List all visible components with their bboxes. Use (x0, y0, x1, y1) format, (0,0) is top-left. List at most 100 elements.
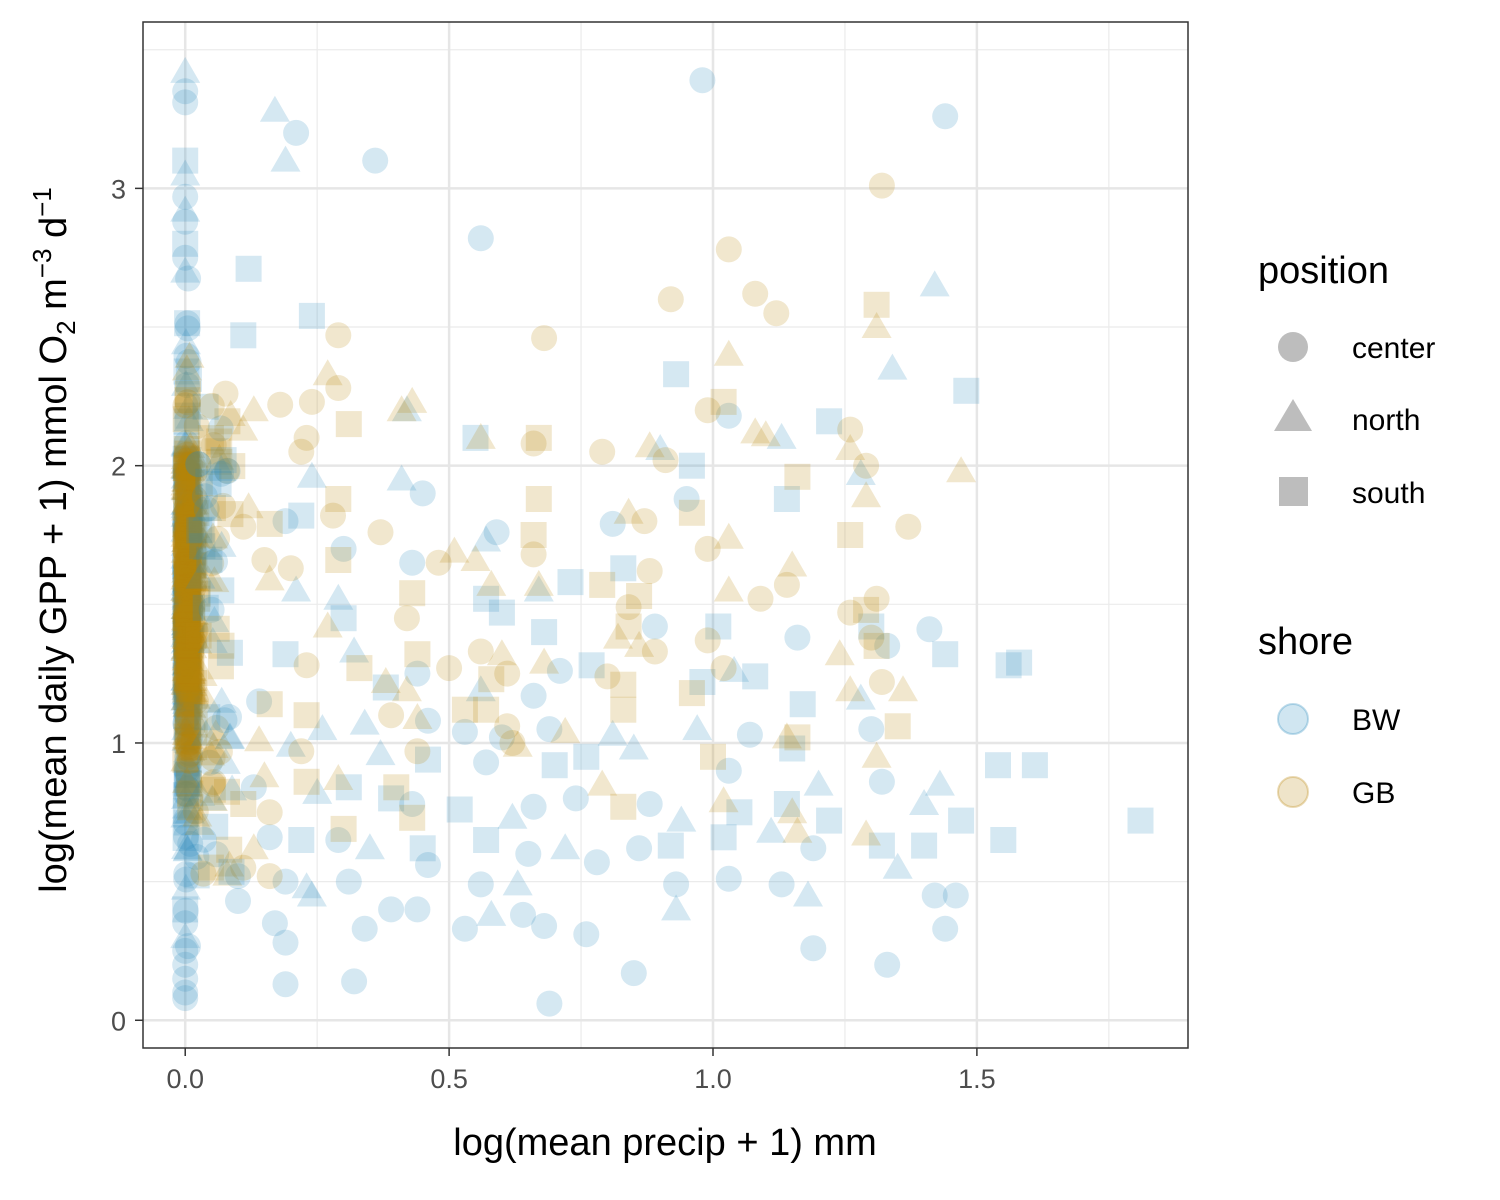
point-gb-north (171, 560, 202, 587)
point-bw-south (172, 230, 199, 257)
point-bw-north (171, 650, 202, 676)
point-gb-south (173, 455, 200, 482)
point-bw-center (172, 517, 199, 544)
point-bw-center (272, 971, 299, 998)
point-bw-center (173, 499, 200, 526)
point-bw-center (185, 451, 212, 477)
point-bw-center (351, 915, 378, 942)
point-gb-north (174, 497, 205, 524)
point-bw-north (172, 465, 202, 492)
point-bw-center (562, 785, 589, 812)
point-bw-center (225, 863, 251, 890)
point-gb-south (197, 425, 224, 452)
point-bw-south (948, 807, 975, 834)
point-bw-center (172, 456, 199, 483)
point-bw-north (666, 805, 697, 832)
point-bw-south (488, 599, 515, 626)
point-gb-center (176, 542, 203, 569)
point-bw-center (172, 244, 199, 271)
point-bw-south (174, 546, 201, 573)
point-bw-north (682, 714, 713, 741)
point-bw-center (175, 508, 202, 535)
point-bw-south (173, 474, 200, 500)
point-gb-south (172, 531, 199, 558)
point-gb-south (173, 489, 200, 516)
point-bw-center (174, 602, 201, 629)
point-gb-south (174, 537, 201, 564)
point-bw-north (170, 429, 201, 456)
point-gb-north (171, 494, 202, 521)
point-gb-south (173, 629, 199, 656)
point-bw-north (173, 405, 204, 432)
point-bw-north (756, 816, 787, 843)
point-bw-center (172, 78, 199, 105)
point-gb-north (171, 622, 202, 649)
point-bw-center (176, 726, 203, 753)
point-gb-center (174, 674, 201, 701)
point-gb-north (171, 465, 202, 492)
point-bw-north (172, 623, 203, 650)
point-bw-center (214, 458, 241, 485)
point-gb-north (173, 446, 204, 473)
point-bw-center (335, 868, 362, 895)
point-gb-south (174, 561, 200, 588)
point-bw-north (365, 739, 396, 766)
point-bw-south (932, 641, 959, 668)
point-gb-south (178, 657, 205, 684)
point-bw-south (173, 616, 200, 643)
point-gb-south (181, 711, 208, 738)
point-gb-center (177, 539, 204, 566)
point-bw-north (192, 533, 223, 560)
point-bw-north (259, 95, 290, 122)
point-gb-north (170, 443, 201, 470)
point-gb-south (173, 530, 200, 557)
point-bw-center (173, 517, 199, 544)
point-bw-north (170, 633, 201, 660)
point-bw-south (175, 517, 202, 544)
point-gb-center (180, 573, 207, 600)
point-gb-north (835, 434, 866, 460)
point-bw-north (197, 784, 228, 811)
point-bw-center (510, 901, 536, 928)
point-gb-north (173, 631, 204, 658)
point-bw-south (174, 463, 200, 490)
point-gb-south (181, 734, 208, 761)
point-bw-south (174, 692, 201, 719)
point-bw-south (173, 584, 200, 611)
point-gb-south (174, 567, 201, 594)
point-bw-north (523, 575, 554, 602)
point-bw-center (172, 809, 199, 836)
point-bw-south (175, 708, 202, 735)
point-bw-north (170, 922, 201, 949)
point-bw-south (175, 770, 202, 797)
point-gb-center (288, 438, 315, 465)
point-gb-south (174, 658, 201, 685)
point-bw-center (174, 653, 201, 680)
point-gb-center (173, 643, 200, 670)
point-bw-north (170, 627, 201, 654)
point-gb-north (176, 548, 207, 575)
point-gb-south (180, 522, 207, 549)
point-bw-south (176, 678, 203, 705)
point-gb-south (175, 474, 202, 501)
point-bw-center (531, 913, 558, 939)
point-gb-south (293, 768, 320, 795)
point-bw-center (272, 929, 299, 956)
point-gb-center (174, 525, 200, 551)
point-bw-north (185, 779, 216, 806)
point-bw-south (173, 809, 200, 836)
point-gb-center (174, 536, 200, 563)
point-bw-center (483, 519, 510, 546)
point-bw-north (882, 852, 913, 879)
point-gb-center (182, 798, 209, 825)
point-gb-north (177, 489, 208, 516)
point-bw-south (911, 832, 938, 859)
point-bw-north (909, 789, 940, 815)
point-bw-center (174, 744, 201, 771)
point-bw-north (170, 500, 201, 527)
point-gb-center (173, 519, 200, 546)
point-gb-center (520, 430, 547, 457)
point-bw-north (302, 777, 333, 804)
point-bw-center (172, 910, 199, 937)
point-bw-south (172, 564, 199, 591)
